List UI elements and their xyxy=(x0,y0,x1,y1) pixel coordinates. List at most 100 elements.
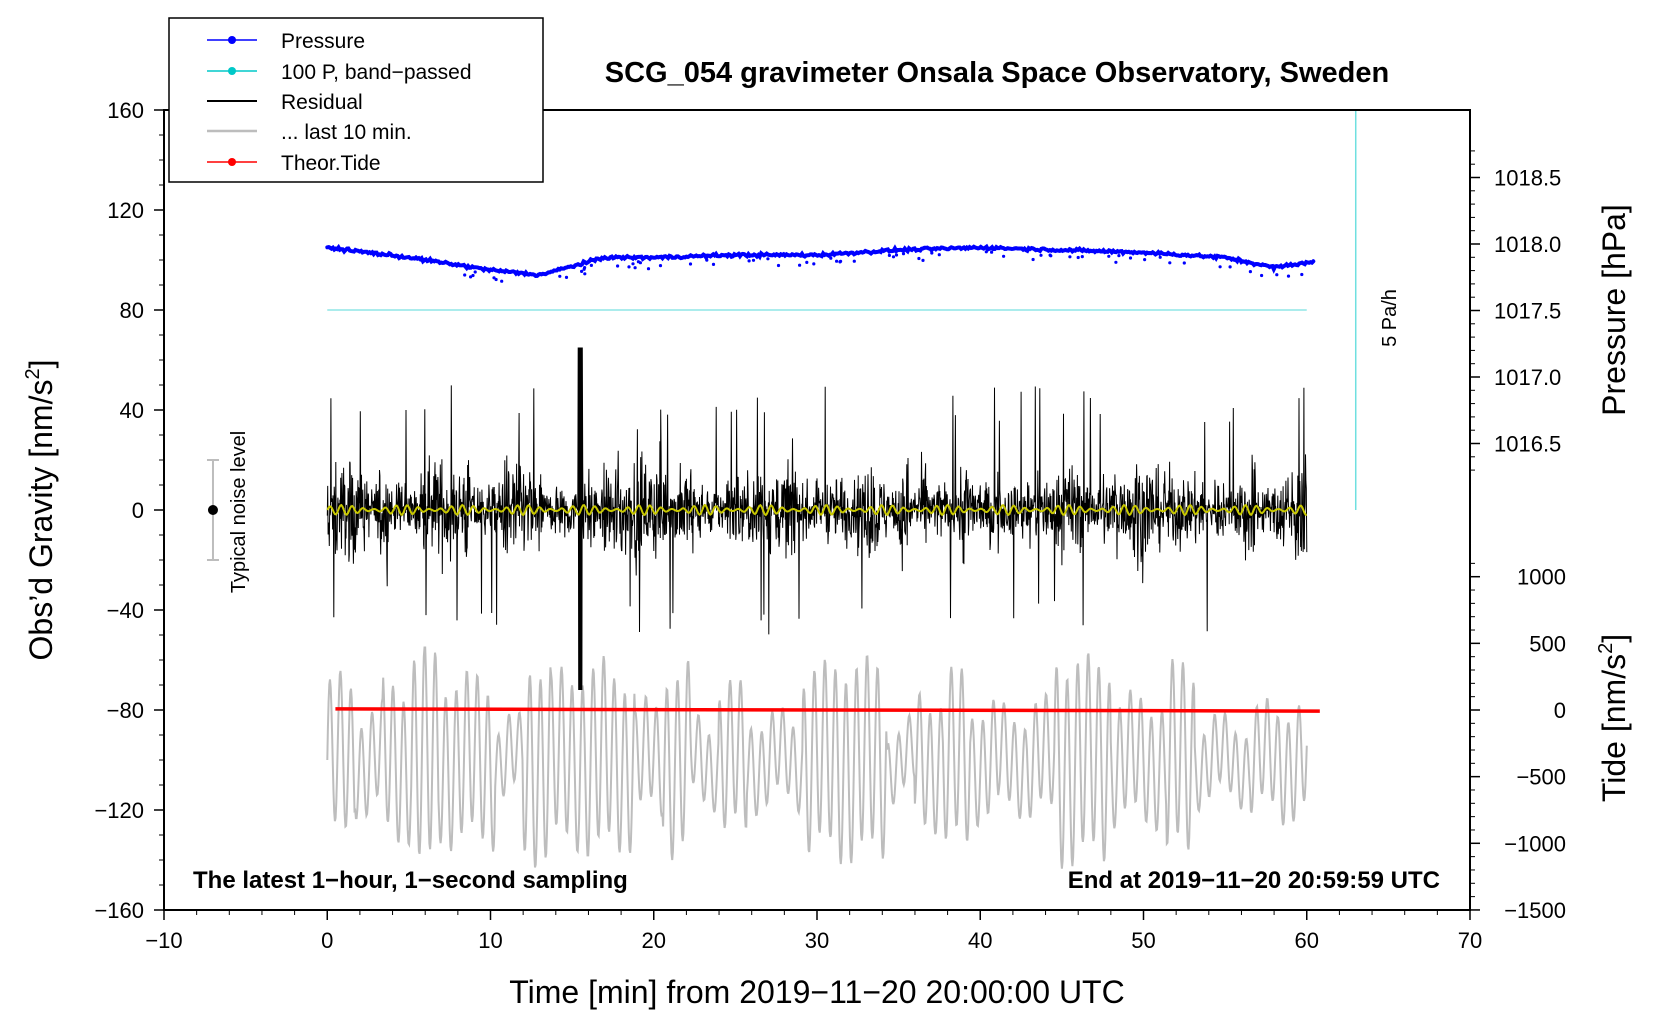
last-ten-min-series xyxy=(326,646,1308,869)
pressure-point xyxy=(580,269,584,273)
pressure-point xyxy=(812,262,816,266)
pressure-point xyxy=(1076,255,1080,260)
pressure-point xyxy=(564,275,569,279)
pressure-point xyxy=(471,273,475,278)
noise-center-dot xyxy=(207,505,218,515)
pressure-point xyxy=(1286,274,1291,278)
pressure-point xyxy=(473,270,477,274)
pressure-point xyxy=(1107,254,1111,258)
pressure-point xyxy=(1168,261,1172,265)
y-tick-label: −40 xyxy=(107,598,144,623)
pressure-point xyxy=(917,256,921,261)
pressure-point xyxy=(492,276,496,280)
pressure-point xyxy=(798,263,802,267)
legend-label-pressure: Pressure xyxy=(281,30,365,53)
pressure-point xyxy=(1275,273,1279,277)
y-axis-pressure-title: Pressure [hPa] xyxy=(1596,204,1632,416)
pressure-point xyxy=(1218,265,1222,269)
pressure-point xyxy=(1002,254,1006,258)
pressure-point xyxy=(921,258,925,262)
pressure-point xyxy=(852,259,856,263)
residual-series xyxy=(326,347,1308,691)
tide-tick-label: 0 xyxy=(1554,698,1566,723)
pressure-point xyxy=(894,253,899,257)
pressure-point xyxy=(658,264,663,268)
legend-marker-tide xyxy=(228,158,236,166)
noise-level-label: Typical noise level xyxy=(228,431,250,593)
typical-noise-indicator xyxy=(206,459,219,561)
x-tick-label: 0 xyxy=(321,928,333,953)
pressure-point xyxy=(631,262,635,266)
pressure-point xyxy=(1228,265,1232,269)
pressure-point xyxy=(1260,273,1264,278)
legend-label-tide: Theor.Tide xyxy=(281,152,381,175)
x-tick-label: 50 xyxy=(1131,928,1155,953)
pressure-series xyxy=(325,243,1316,283)
tide-tick-label: −1500 xyxy=(1504,898,1566,923)
pressure-point xyxy=(901,252,906,256)
y-tick-label: 0 xyxy=(132,498,144,523)
last-ten-min-line xyxy=(326,646,1308,869)
pressure-point xyxy=(638,261,643,265)
legend: Pressure 100 P, band−passed Residual ...… xyxy=(168,17,544,183)
pressure-point xyxy=(1248,270,1252,274)
x-tick-label: −10 xyxy=(145,928,182,953)
tide-tick-label: 1000 xyxy=(1517,565,1566,590)
rate-label: 5 Pa/h xyxy=(1379,289,1401,347)
pressure-point xyxy=(838,260,842,264)
pressure-point xyxy=(1182,261,1186,265)
pressure-tick-label: 1018.5 xyxy=(1494,166,1561,191)
pressure-point xyxy=(751,258,756,262)
legend-marker-pressure xyxy=(228,36,236,44)
pressure-point xyxy=(1158,255,1162,259)
pressure-point xyxy=(705,258,709,262)
legend-label-residual: Residual xyxy=(281,91,363,114)
pressure-point xyxy=(1080,255,1084,259)
pressure-point xyxy=(582,267,586,271)
y-axis-left-title: Obs’d Gravity [nm/s2] xyxy=(22,360,59,661)
pressure-point xyxy=(589,263,594,267)
x-tick-label: 70 xyxy=(1458,928,1482,953)
y-tick-label: 80 xyxy=(120,298,144,323)
pressure-point xyxy=(1039,253,1043,257)
residual-smoothed-line xyxy=(326,503,1307,517)
pressure-point xyxy=(835,259,839,263)
pressure-point xyxy=(766,257,770,261)
x-tick-label: 10 xyxy=(478,928,502,953)
pressure-point xyxy=(990,250,994,254)
residual-line xyxy=(326,347,1308,691)
pressure-point xyxy=(627,265,631,269)
y-tick-label: −120 xyxy=(94,798,144,823)
pressure-point xyxy=(583,272,587,276)
pressure-point xyxy=(1068,255,1072,259)
pressure-point xyxy=(891,255,896,259)
x-axis-title: Time [min] from 2019−11−20 20:00:00 UTC xyxy=(509,974,1124,1010)
pressure-point xyxy=(984,250,988,254)
pressure-point xyxy=(887,253,892,257)
y-tick-label: −80 xyxy=(107,698,144,723)
pressure-point xyxy=(1048,253,1052,257)
tide-tick-label: 500 xyxy=(1529,631,1566,656)
pressure-point xyxy=(1300,272,1304,277)
pressure-line xyxy=(325,243,1316,279)
pressure-point xyxy=(930,251,934,255)
x-tick-label: 60 xyxy=(1295,928,1319,953)
y-axis-tide-title: Tide [nm/s2] xyxy=(1595,634,1632,802)
pressure-tick-label: 1017.0 xyxy=(1494,365,1561,390)
y-tick-label: 160 xyxy=(107,98,144,123)
pressure-point xyxy=(633,266,637,270)
legend-label-last-ten: ... last 10 min. xyxy=(281,121,412,144)
pressure-point xyxy=(805,260,809,264)
bottom-right-note: End at 2019−11−20 20:59:59 UTC xyxy=(1068,867,1440,894)
x-tick-label: 20 xyxy=(642,928,666,953)
x-tick-label: 30 xyxy=(805,928,829,953)
axis-ticks: −10 0 10 20 30 40 50 60 70 160 120 80 40 0 −40 −80 −120 −… xyxy=(94,98,1566,953)
y-tick-label: 120 xyxy=(107,198,144,223)
legend-marker-bandpass xyxy=(228,67,236,75)
pressure-point xyxy=(558,274,562,278)
pressure-point xyxy=(616,264,620,268)
pressure-point xyxy=(688,262,693,266)
pressure-tick-label: 1017.5 xyxy=(1494,299,1561,324)
pressure-point xyxy=(937,253,941,257)
